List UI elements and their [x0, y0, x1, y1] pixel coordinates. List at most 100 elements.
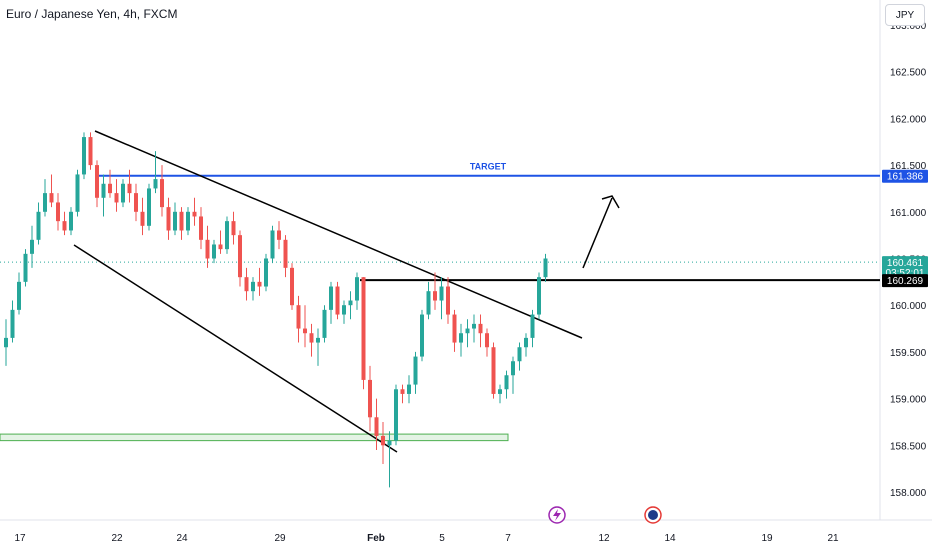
candle	[459, 323, 463, 357]
date-tick-label: 19	[761, 533, 773, 544]
candle	[218, 230, 223, 254]
candle	[316, 328, 320, 366]
candle	[303, 305, 307, 348]
candle	[322, 305, 327, 343]
candle	[387, 431, 392, 488]
candle	[290, 263, 294, 310]
price-tick-label: 160.000	[890, 301, 927, 312]
candle	[543, 253, 548, 282]
lightning-icon[interactable]	[548, 506, 566, 524]
neckline-price-badge-text: 160.269	[887, 276, 924, 287]
candle	[43, 179, 47, 217]
candle	[257, 267, 262, 296]
candle	[420, 309, 424, 362]
candle	[433, 272, 437, 310]
candle	[530, 309, 535, 348]
candle	[225, 216, 229, 254]
candle	[485, 328, 489, 357]
date-tick-label: 24	[176, 533, 188, 544]
candle	[88, 132, 93, 170]
candle	[361, 277, 366, 390]
arrow-head	[601, 195, 620, 209]
candle	[166, 197, 171, 240]
candle	[270, 225, 275, 264]
candle	[537, 272, 541, 320]
candle	[173, 202, 177, 236]
date-tick-label: 17	[14, 533, 26, 544]
candle	[153, 151, 158, 194]
currency-button[interactable]: JPY	[885, 4, 925, 26]
projection-arrow[interactable]	[582, 197, 613, 269]
candle	[426, 281, 431, 320]
target-price-badge: 161.386	[882, 169, 928, 183]
candle	[30, 225, 34, 268]
candle	[277, 221, 281, 250]
price-tick-label: 162.000	[890, 114, 927, 125]
candle	[75, 169, 80, 217]
drawings-layer: TARGET	[0, 130, 880, 453]
candle	[108, 169, 112, 198]
candle	[381, 421, 385, 464]
candles-layer	[4, 132, 548, 488]
candle	[160, 165, 164, 217]
date-tick-label: 29	[274, 533, 286, 544]
candle	[498, 384, 502, 404]
candle	[400, 384, 405, 404]
candle	[511, 356, 515, 394]
candle	[439, 277, 444, 320]
candle	[212, 239, 216, 264]
support-zone[interactable]	[0, 433, 509, 442]
candle	[231, 211, 236, 245]
calendar-flag-icon[interactable]	[644, 506, 662, 524]
neckline-price-badge: 160.269	[882, 274, 928, 288]
candle	[17, 272, 21, 315]
time-axis[interactable]: 17 22 24 29 Feb 5 7 12 14 19 21	[14, 533, 839, 544]
candle	[238, 230, 242, 287]
candle	[329, 281, 333, 324]
candle	[296, 295, 301, 343]
chart-title: Euro / Japanese Yen, 4h, FXCM	[6, 7, 177, 21]
current-price-badge-text: 160.461	[887, 258, 924, 269]
wedge-upper-line[interactable]	[94, 130, 583, 339]
candle	[69, 207, 73, 236]
price-tick-label: 162.500	[890, 68, 927, 79]
candle	[56, 193, 60, 231]
candle	[95, 160, 99, 208]
candle	[140, 197, 145, 236]
candle	[147, 183, 151, 231]
price-axis[interactable]: 163.000162.500162.000161.500161.000160.5…	[0, 0, 932, 521]
wedge-lower-line[interactable]	[73, 244, 398, 453]
candle	[374, 398, 379, 450]
price-tick-label: 159.000	[890, 395, 927, 406]
candle	[407, 375, 411, 404]
price-tick-label: 159.500	[890, 348, 927, 359]
candle	[355, 272, 359, 310]
price-tick-label: 161.500	[890, 161, 927, 172]
candle	[524, 333, 528, 357]
candle	[49, 174, 54, 208]
candle	[335, 281, 340, 320]
price-tick-label: 163.000	[890, 21, 927, 32]
candle	[186, 207, 190, 236]
date-tick-label: 22	[111, 533, 123, 544]
candle	[179, 207, 184, 240]
candle	[264, 253, 268, 292]
candle	[4, 319, 8, 366]
date-tick-label: 12	[598, 533, 610, 544]
bottom-icons[interactable]	[548, 506, 662, 524]
candle	[62, 211, 67, 236]
candle	[192, 197, 197, 226]
candle	[283, 235, 288, 278]
target-label: TARGET	[470, 162, 507, 172]
price-tick-label: 161.000	[890, 208, 927, 219]
date-tick-label: 14	[664, 533, 676, 544]
candle	[36, 202, 41, 245]
current-price-badge-text: 03:52:01	[886, 268, 925, 279]
target-price-badge-text: 161.386	[887, 172, 924, 183]
candle	[452, 309, 457, 352]
price-tick-label: 158.500	[890, 441, 927, 452]
candle	[394, 384, 398, 446]
